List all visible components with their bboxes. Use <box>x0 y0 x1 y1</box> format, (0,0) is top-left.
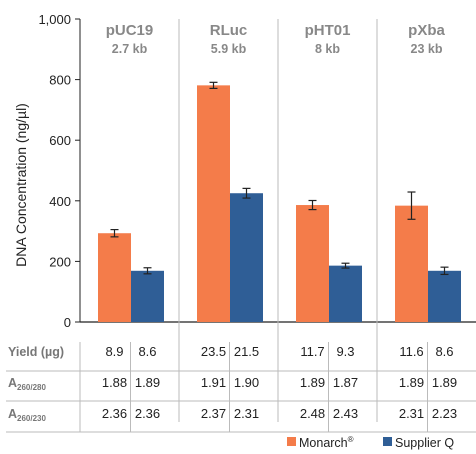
group-name: pXba <box>408 22 445 39</box>
table-cell: 2.36 <box>102 406 127 421</box>
table-cell: 2.31 <box>399 406 424 421</box>
table-cell: 8.6 <box>138 344 156 359</box>
y-tick-label: 400 <box>49 194 71 209</box>
table-cell: 21.5 <box>234 344 259 359</box>
table-cell: 1.91 <box>201 375 226 390</box>
y-axis-label: DNA Concentration (ng/µl) <box>13 103 29 267</box>
data-table: Yield (µg) 8.9 8.6 23.5 21.5 11.7 9.3 11.6 8.6 A2… <box>6 342 476 433</box>
table-cell: 2.23 <box>432 406 457 421</box>
table-cell: 1.89 <box>300 375 325 390</box>
y-tick-label: 800 <box>49 73 71 88</box>
bar <box>296 205 329 322</box>
table-cell: 1.90 <box>234 375 259 390</box>
group-size: 2.7 kb <box>112 42 148 56</box>
legend-label-mark: ® <box>348 435 354 444</box>
table-cell: 1.89 <box>432 375 457 390</box>
bar <box>428 270 461 322</box>
table-cell: 1.89 <box>399 375 424 390</box>
legend-label: Monarch® <box>299 435 354 450</box>
group-name: pHT01 <box>305 22 351 39</box>
legend-label: Supplier Q <box>395 436 454 450</box>
table-cell: 2.37 <box>201 406 226 421</box>
group-size: 8 kb <box>315 42 340 56</box>
group-size: 23 kb <box>411 42 443 56</box>
group-size: 5.9 kb <box>211 42 247 56</box>
table-row-label: Yield (µg) <box>8 345 64 359</box>
table-row-label-sub: 260/230 <box>17 414 46 423</box>
plot-area: 0 200 400 600 800 1,000 pUC19 2.7 kb RLuc 5.9 kb p… <box>38 12 476 422</box>
table-row-label-sub: 260/280 <box>17 383 46 392</box>
table-cell: 1.89 <box>135 375 160 390</box>
table-cell: 2.36 <box>135 406 160 421</box>
table-cell: 9.3 <box>336 344 354 359</box>
table-cell: 23.5 <box>201 344 226 359</box>
bar <box>197 85 230 323</box>
table-cell: 11.7 <box>300 344 324 359</box>
table-row-label: A260/230 <box>8 407 47 423</box>
y-tick-label: 1,000 <box>38 12 71 27</box>
group-name: pUC19 <box>106 22 154 39</box>
table-cell: 1.88 <box>102 375 127 390</box>
y-tick-label: 0 <box>64 315 71 330</box>
table-row-label: A260/280 <box>8 376 47 392</box>
group-name: RLuc <box>210 22 248 39</box>
bar <box>329 265 362 322</box>
y-tick-label: 200 <box>49 254 71 269</box>
table-cell: 8.9 <box>105 344 123 359</box>
bar <box>230 193 263 322</box>
legend: Monarch® Supplier Q <box>287 435 454 450</box>
y-tick-label: 600 <box>49 133 71 148</box>
bar <box>131 270 164 322</box>
bar <box>98 233 131 322</box>
table-cell: 8.6 <box>435 344 453 359</box>
table-cell: 2.48 <box>300 406 325 421</box>
table-cell: 2.31 <box>234 406 259 421</box>
legend-swatch <box>383 437 392 446</box>
legend-swatch <box>287 437 296 446</box>
table-cell: 1.87 <box>333 375 358 390</box>
table-cell: 11.6 <box>399 344 423 359</box>
bar <box>395 205 428 322</box>
table-cell: 2.43 <box>333 406 358 421</box>
